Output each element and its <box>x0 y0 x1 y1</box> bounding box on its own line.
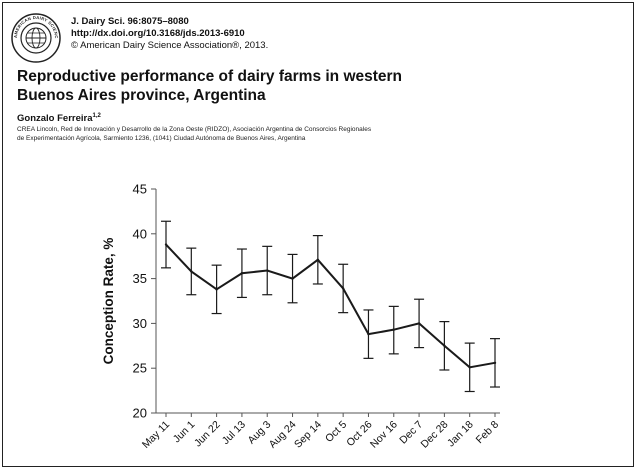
data-point <box>316 258 320 261</box>
data-point <box>493 361 497 365</box>
affiliation-line-1: CREA Lincoln, Red de Innovación y Desarr… <box>17 126 372 133</box>
author-affiliation: CREA Lincoln, Red de Innovación y Desarr… <box>17 126 577 143</box>
paper-title: Reproductive performance of dairy farms … <box>17 67 477 105</box>
affiliation-line-2: de Experimentación Agrícola, Sarmiento 1… <box>17 134 306 142</box>
author-name: Gonzalo Ferreira1,2 <box>17 113 101 124</box>
data-point <box>468 366 471 369</box>
conception-rate-line <box>165 243 496 369</box>
x-tick-label: May 11 <box>140 419 172 451</box>
x-tick-label: Jan 18 <box>445 419 476 450</box>
y-tick-label: 20 <box>133 406 147 421</box>
author-superscript: 1,2 <box>92 113 101 119</box>
journal-citation: J. Dairy Sci. 96:8075–8080 <box>71 16 189 27</box>
data-point <box>341 287 345 290</box>
paper-title-line-2: Buenos Aires province, Argentina <box>17 87 266 104</box>
x-tick-label: Sep 14 <box>292 419 324 451</box>
x-tick-label: Feb 8 <box>474 419 502 447</box>
x-tick-label: Nov 16 <box>368 419 400 451</box>
copyright-notice: © American Dairy Science Association®, 2… <box>71 40 269 51</box>
data-point <box>215 288 218 291</box>
x-tick-label: Jul 13 <box>220 419 248 447</box>
x-tick-label: Aug 24 <box>267 419 299 451</box>
paper-header: AMERICAN DAIRY SCIENCE ASSOCIATION J. Da… <box>9 9 629 65</box>
ads-association-seal-icon: AMERICAN DAIRY SCIENCE ASSOCIATION <box>11 13 61 63</box>
data-point <box>291 277 294 280</box>
data-point <box>266 269 269 272</box>
doi-link[interactable]: http://dx.doi.org/10.3168/jds.2013-6910 <box>71 28 245 39</box>
x-tick-label: Jun 22 <box>192 419 223 450</box>
y-tick-label: 30 <box>133 316 147 331</box>
author-name-text: Gonzalo Ferreira <box>17 113 93 125</box>
data-point <box>443 344 446 347</box>
data-point <box>417 322 421 325</box>
conception-rate-chart: 20 25 30 35 40 45 Conception Rate, % May 11 Jun … <box>101 182 502 451</box>
data-point <box>240 272 244 275</box>
paper-title-line-1: Reproductive performance of dairy farms … <box>17 68 403 85</box>
x-tick-label: Dec 28 <box>418 419 450 451</box>
y-tick-label: 45 <box>133 182 147 197</box>
data-point <box>392 328 395 331</box>
data-point <box>164 243 168 246</box>
data-point <box>367 332 370 336</box>
y-tick-label: 40 <box>133 226 147 241</box>
data-point <box>190 270 193 273</box>
y-tick-label: 35 <box>133 271 147 286</box>
y-axis-label: Conception Rate, % <box>101 238 116 365</box>
y-tick-label: 25 <box>133 361 147 376</box>
journal-info: J. Dairy Sci. 96:8075–8080 http://dx.doi… <box>71 16 268 52</box>
